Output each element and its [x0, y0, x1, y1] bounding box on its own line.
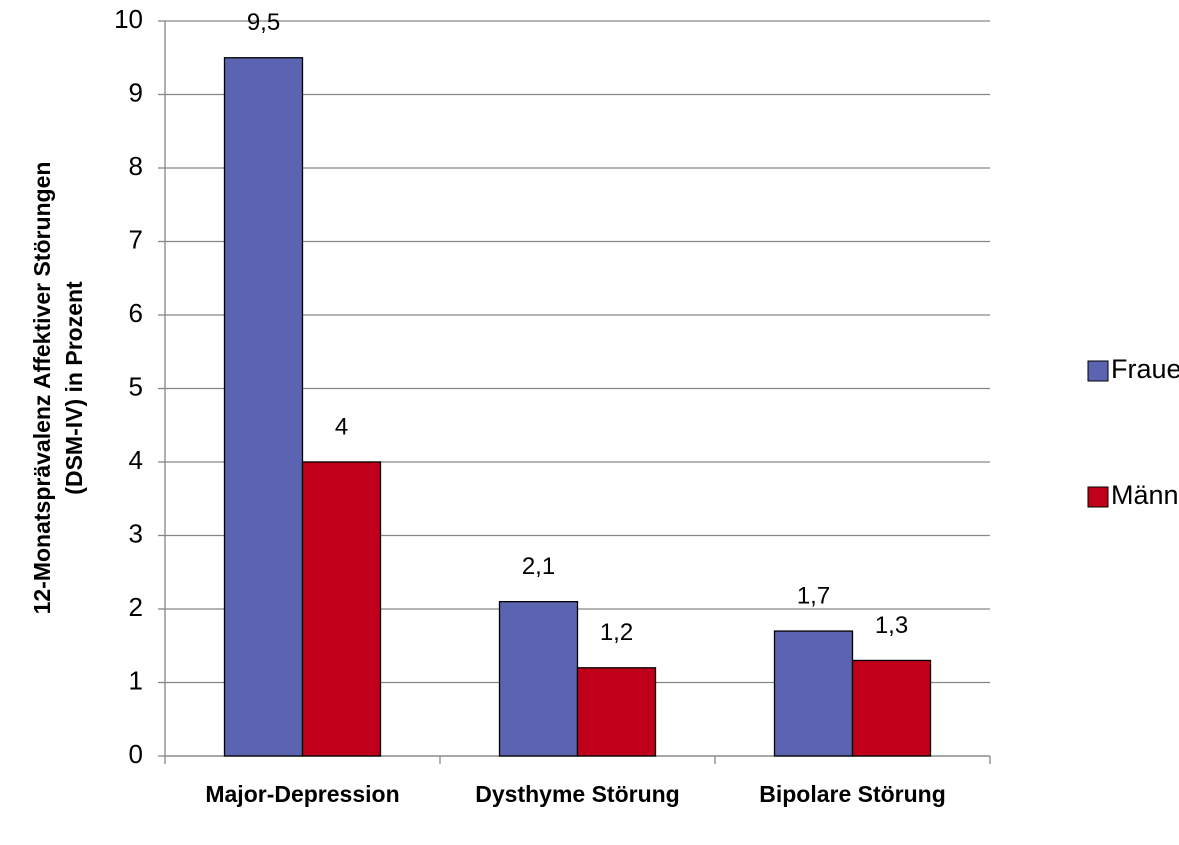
y-tick-label: 4 [129, 445, 143, 475]
bar [301, 461, 382, 757]
legend-label: Frauen [1111, 354, 1179, 384]
y-tick-label: 6 [129, 298, 143, 328]
value-label: 1,3 [875, 612, 908, 639]
legend-swatch [1087, 486, 1109, 508]
bar [498, 601, 579, 757]
y-tick-label: 5 [129, 371, 143, 401]
value-label: 4 [335, 413, 348, 440]
y-tick-label: 2 [129, 592, 143, 622]
bar [576, 667, 657, 757]
value-label: 1,2 [600, 619, 633, 646]
y-tick-label: 8 [129, 151, 143, 181]
value-label: 1,7 [797, 582, 830, 609]
bar [223, 57, 304, 757]
y-tick-label: 0 [129, 739, 143, 769]
value-label: 2,1 [522, 553, 555, 580]
y-tick-label: 3 [129, 518, 143, 548]
value-label: 9,5 [247, 9, 280, 36]
y-tick-label: 10 [114, 4, 143, 34]
legend-label: Männer [1111, 480, 1179, 510]
y-axis-label: (DSM-IV) in Prozent [61, 281, 87, 495]
x-tick-label: Major-Depression [205, 781, 399, 807]
y-tick-label: 7 [129, 224, 143, 254]
y-axis-label: 12-Monatsprävalenz Affektiver Störungen [29, 162, 55, 615]
y-tick-label: 9 [129, 77, 143, 107]
y-tick-label: 1 [129, 665, 143, 695]
x-tick-label: Bipolare Störung [759, 781, 946, 807]
bar [851, 659, 932, 757]
bar [773, 630, 854, 757]
legend-swatch [1087, 360, 1109, 382]
x-tick-label: Dysthyme Störung [475, 781, 679, 807]
